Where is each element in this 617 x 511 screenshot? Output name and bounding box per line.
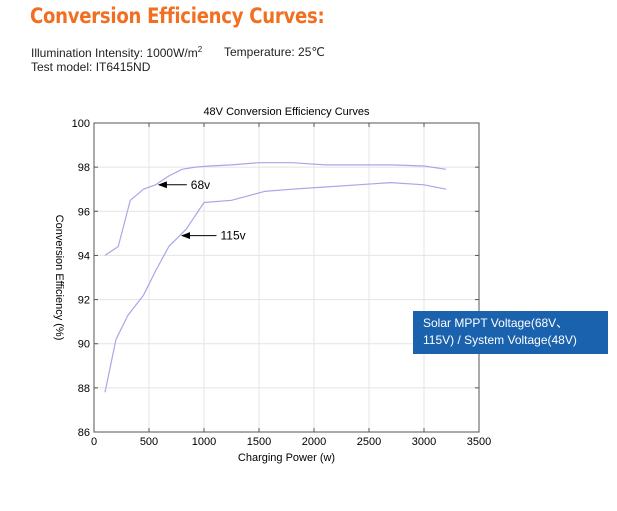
y-tick-label: 94	[78, 250, 90, 262]
x-tick-label: 2500	[357, 436, 381, 448]
y-tick-label: 92	[78, 295, 90, 307]
x-tick-label: 3500	[467, 436, 491, 448]
page-heading: Conversion Efficiency Curves:	[30, 4, 325, 28]
info-box-line-1: Solar MPPT Voltage(68V、	[423, 316, 569, 330]
temperature: Temperature: 25℃	[224, 45, 325, 59]
annotation-label-68v: 68v	[191, 178, 210, 192]
test-model: Test model: IT6415ND	[31, 60, 151, 74]
series-line-68v	[104, 162, 447, 256]
x-tick-label: 1500	[247, 436, 271, 448]
y-tick-label: 98	[78, 162, 90, 174]
illumination-intensity: Illumination Intensity: 1000W/m2	[31, 45, 202, 60]
y-tick-label: 96	[78, 206, 90, 218]
x-tick-label: 0	[91, 436, 97, 448]
y-tick-label: 90	[78, 339, 90, 351]
y-axis-label: Conversion Efficiency (%)	[53, 215, 65, 341]
illumination-unit-exponent: 2	[197, 45, 203, 54]
chart-title: 48V Conversion Efficiency Curves	[203, 106, 370, 118]
y-tick-label: 86	[78, 427, 90, 439]
voltage-info-box: Solar MPPT Voltage(68V、 115V) / System V…	[413, 311, 608, 354]
annotation-label-115v: 115v	[221, 229, 246, 243]
x-tick-label: 3000	[412, 436, 436, 448]
illumination-label: Illumination Intensity: 1000W/m	[31, 46, 198, 60]
x-axis-label: Charging Power (w)	[238, 452, 335, 464]
plot-frame	[93, 122, 480, 433]
y-tick-label: 100	[72, 118, 90, 130]
y-tick-label: 88	[78, 383, 90, 395]
x-tick-label: 2000	[302, 436, 326, 448]
x-tick-label: 500	[140, 436, 158, 448]
x-tick-label: 1000	[192, 436, 216, 448]
series-line-115v	[104, 182, 447, 393]
info-box-line-2: 115V) / System Voltage(48V)	[423, 333, 577, 347]
